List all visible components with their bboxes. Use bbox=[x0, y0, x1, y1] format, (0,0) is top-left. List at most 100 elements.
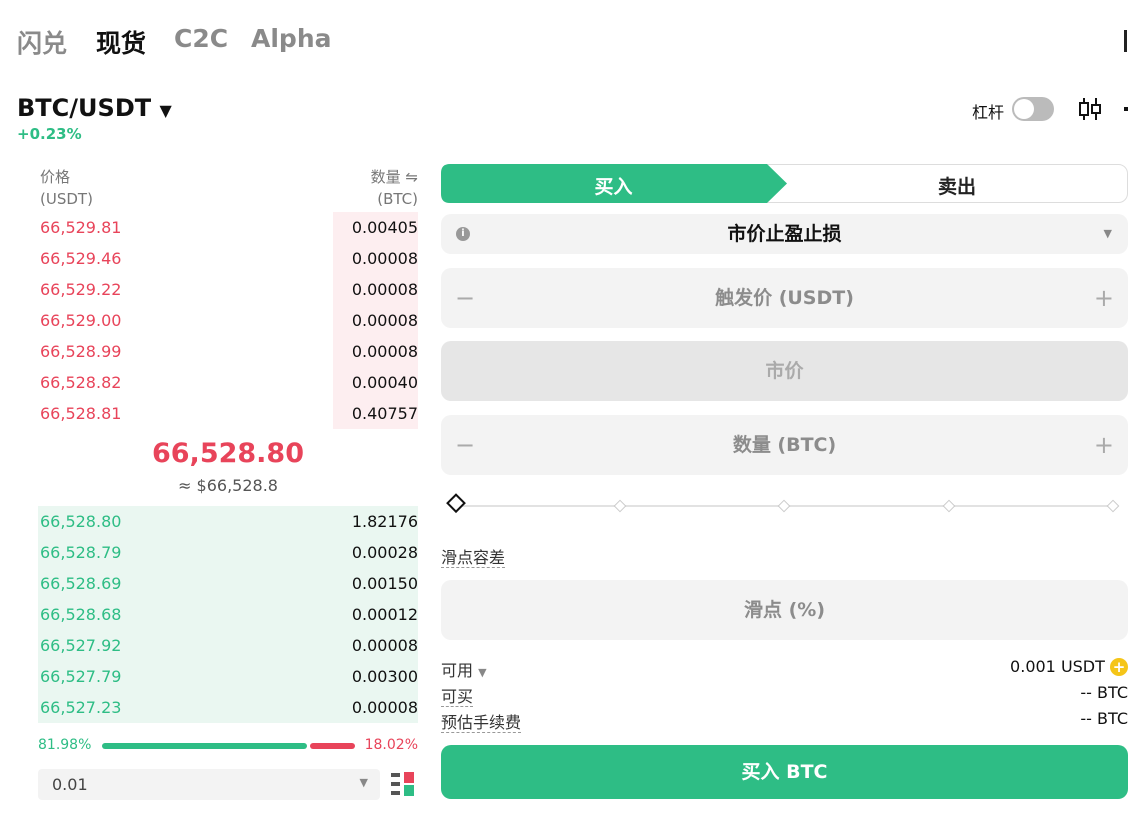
bid-qty: 0.00150 bbox=[351, 574, 418, 593]
slippage-input[interactable]: 滑点 (%) bbox=[441, 580, 1128, 640]
ask-qty: 0.00008 bbox=[351, 311, 418, 330]
buy-tab-bg[interactable] bbox=[441, 164, 787, 203]
depth-bar bbox=[333, 212, 418, 243]
top-tab[interactable]: Alpha bbox=[251, 24, 332, 53]
toggle-knob bbox=[1014, 99, 1034, 119]
bid-qty: 0.00028 bbox=[351, 543, 418, 562]
bid-row[interactable]: 66,527.79 0.00300 bbox=[38, 661, 418, 692]
bid-row[interactable]: 66,528.69 0.00150 bbox=[38, 568, 418, 599]
top-tab[interactable]: 闪兑 bbox=[17, 29, 68, 58]
more-icon[interactable] bbox=[1124, 107, 1128, 111]
dropdown-arrow: ▼ bbox=[159, 101, 172, 120]
buy-tab[interactable]: 买入 bbox=[594, 176, 633, 198]
qty-header-text: 数量 bbox=[370, 168, 401, 186]
depth-bar bbox=[38, 506, 418, 537]
depth-bar bbox=[38, 692, 418, 723]
depth-bar bbox=[333, 336, 418, 367]
ask-row[interactable]: 66,528.81 0.40757 bbox=[38, 398, 418, 429]
trigger-input[interactable]: − 触发价 (USDT) + bbox=[441, 268, 1128, 328]
ask-row[interactable]: 66,529.22 0.00008 bbox=[38, 274, 418, 305]
depth-bar bbox=[333, 274, 418, 305]
buy-ratio-bar bbox=[102, 743, 307, 749]
ask-qty: 0.00405 bbox=[351, 218, 418, 237]
minus[interactable]: − bbox=[455, 431, 476, 459]
ask-row[interactable]: 66,528.82 0.00040 bbox=[38, 367, 418, 398]
pair: BTC/USDT bbox=[17, 94, 152, 122]
candlestick-icon[interactable] bbox=[1076, 95, 1104, 123]
price-unit: (USDT) bbox=[40, 190, 93, 208]
dropdown-arrow: ▼ bbox=[359, 776, 368, 789]
bid-price: 66,527.92 bbox=[40, 636, 122, 655]
ask-price: 66,529.00 bbox=[40, 311, 122, 330]
bid-qty: 1.82176 bbox=[351, 512, 418, 531]
fee-value: -- BTC bbox=[1080, 709, 1128, 728]
ask-row[interactable]: 66,529.46 0.00008 bbox=[38, 243, 418, 274]
ask-qty: 0.00008 bbox=[351, 280, 418, 299]
bid-price: 66,528.79 bbox=[40, 543, 122, 562]
ask-price: 66,528.82 bbox=[40, 373, 122, 392]
bid-row[interactable]: 66,527.23 0.00008 bbox=[38, 692, 418, 723]
fee-label: 预估手续费 bbox=[441, 713, 522, 733]
plus[interactable]: + bbox=[1093, 431, 1114, 459]
depth-bar bbox=[333, 398, 418, 429]
sell-ratio-bar bbox=[310, 743, 355, 749]
depth-bar bbox=[38, 630, 418, 661]
bid-price: 66,528.80 bbox=[40, 512, 122, 531]
price-input: 市价 bbox=[441, 341, 1128, 401]
menu-icon[interactable] bbox=[1124, 30, 1128, 52]
slippage-label[interactable]: 滑点容差 bbox=[441, 548, 506, 568]
deposit-icon[interactable]: + bbox=[1110, 658, 1128, 676]
depth-bar bbox=[38, 599, 418, 630]
layout-icon[interactable] bbox=[391, 772, 415, 796]
last-price-fiat: ≈ $66,528.8 bbox=[178, 476, 278, 495]
available-row: 可用 ▼ bbox=[441, 661, 487, 680]
slippage-placeholder: 滑点 (%) bbox=[743, 599, 826, 621]
bid-row[interactable]: 66,528.79 0.00028 bbox=[38, 537, 418, 568]
ask-price: 66,529.81 bbox=[40, 218, 122, 237]
depth-bar bbox=[38, 661, 418, 692]
qty-unit: (BTC) bbox=[377, 190, 418, 208]
ask-qty: 0.40757 bbox=[351, 404, 418, 423]
plus[interactable]: + bbox=[1093, 284, 1114, 312]
depth-bar bbox=[333, 305, 418, 336]
ask-row[interactable]: 66,529.00 0.00008 bbox=[38, 305, 418, 336]
order-type-select[interactable]: i 市价止盈止损 ▼ bbox=[441, 214, 1128, 254]
depth-bar bbox=[333, 243, 418, 274]
bid-price: 66,528.69 bbox=[40, 574, 122, 593]
ask-row[interactable]: 66,528.99 0.00008 bbox=[38, 336, 418, 367]
bid-row[interactable]: 66,528.80 1.82176 bbox=[38, 506, 418, 537]
bid-row[interactable]: 66,528.68 0.00012 bbox=[38, 599, 418, 630]
price-header-text: 价格 bbox=[40, 168, 71, 186]
sell-tab[interactable]: 卖出 bbox=[937, 176, 976, 198]
ask-qty: 0.00008 bbox=[351, 249, 418, 268]
ask-row[interactable]: 66,529.81 0.00405 bbox=[38, 212, 418, 243]
submit-button[interactable]: 买入 BTC bbox=[441, 745, 1128, 799]
leverage-toggle[interactable] bbox=[1012, 97, 1054, 121]
bid-qty: 0.00008 bbox=[351, 636, 418, 655]
precision-value: 0.01 bbox=[52, 775, 88, 794]
price-placeholder: 市价 bbox=[765, 360, 804, 382]
ask-price: 66,528.81 bbox=[40, 404, 122, 423]
dropdown-arrow: ▼ bbox=[1103, 227, 1112, 240]
amount-slider[interactable] bbox=[441, 492, 1128, 520]
top-tab[interactable]: C2C bbox=[174, 24, 229, 53]
depth-bar bbox=[38, 537, 418, 568]
minus[interactable]: − bbox=[455, 284, 476, 312]
precision-select[interactable]: 0.01 ▼ bbox=[38, 769, 380, 800]
ask-qty: 0.00040 bbox=[351, 373, 418, 392]
trigger-placeholder: 触发价 (USDT) bbox=[715, 287, 854, 309]
price-header: 价格 (USDT) bbox=[40, 166, 93, 210]
pair-title[interactable]: BTC/USDT ▼ bbox=[17, 94, 172, 122]
qty-header: 数量 ⇋ (BTC) bbox=[370, 168, 418, 208]
ask-qty: 0.00008 bbox=[351, 342, 418, 361]
sell-ratio: 18.02% bbox=[364, 737, 418, 753]
available-value-row: 0.001 USDT + bbox=[1010, 657, 1128, 676]
top-tab[interactable]: 现货 bbox=[96, 29, 147, 58]
amount-input[interactable]: − 数量 (BTC) + bbox=[441, 415, 1128, 475]
ask-price: 66,529.46 bbox=[40, 249, 122, 268]
amount-placeholder: 数量 (BTC) bbox=[732, 434, 837, 456]
bid-row[interactable]: 66,527.92 0.00008 bbox=[38, 630, 418, 661]
available-value: 0.001 USDT bbox=[1010, 657, 1105, 676]
bid-price: 66,527.79 bbox=[40, 667, 122, 686]
side-tabs bbox=[441, 164, 1128, 203]
